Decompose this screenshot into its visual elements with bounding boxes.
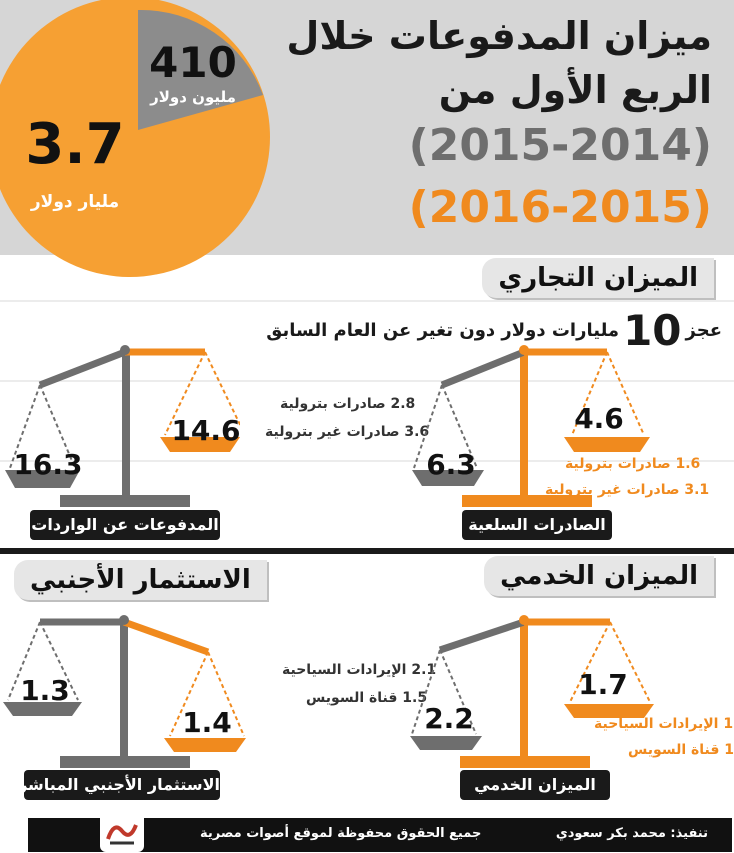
investment-heading: الاستثمار الأجنبي xyxy=(14,560,267,600)
footer-rights: جميع الحقوق محفوظة لموقع أصوات مصرية xyxy=(200,826,482,841)
note-value: 1.7 xyxy=(723,716,734,732)
note-value: 1.4 xyxy=(724,742,734,758)
note-value: 1.6 xyxy=(675,456,701,472)
note-text: الإيرادات السياحية xyxy=(594,716,719,732)
page-title-line1: ميزان المدفوعات خلال xyxy=(286,14,712,58)
exports-label: الصادرات السلعية xyxy=(462,510,612,540)
note-text: قناة السويس xyxy=(306,690,398,706)
exports-curr-note-2: 3.1 صادرات غير بترولية xyxy=(545,482,709,498)
note-text: صادرات بترولية xyxy=(565,456,671,472)
investment-scale-icon xyxy=(3,615,246,768)
background-stripe xyxy=(0,380,734,382)
imports-label: المدفوعات عن الواردات xyxy=(30,510,220,540)
imports-prev-value: 16.3 xyxy=(13,448,83,481)
services-curr-note-1: 1.7 الإيرادات السياحية xyxy=(594,716,734,732)
page-title-line2: الربع الأول من xyxy=(438,68,712,112)
investment-label: الاستثمار الأجنبي المباشر xyxy=(18,770,220,800)
note-text: الإيرادات السياحية xyxy=(282,662,407,678)
investment-curr-value: 1.4 xyxy=(182,706,232,739)
pie-chart xyxy=(0,0,270,277)
note-text: صادرات غير بترولية xyxy=(545,482,680,498)
trade-balance-heading: الميزان التجاري xyxy=(482,258,714,298)
imports-scale-icon xyxy=(5,345,240,507)
exports-prev-note-2: 3.6 صادرات غير بترولية xyxy=(265,424,429,440)
services-prev-note-2: 1.5 قناة السويس xyxy=(306,690,427,706)
pie-orange-unit: مليار دولار xyxy=(30,192,120,212)
deficit-text: مليارات دولار دون تغير عن العام السابق xyxy=(266,320,620,341)
background-stripe xyxy=(0,300,734,302)
pie-gray-slice xyxy=(138,9,263,130)
services-heading: الميزان الخدمي xyxy=(484,556,714,596)
pie-gray-value: 410 xyxy=(149,38,237,87)
note-text: قناة السويس xyxy=(628,742,720,758)
note-value: 3.1 xyxy=(684,482,710,498)
note-text: صادرات بترولية xyxy=(280,396,386,412)
exports-curr-value: 4.6 xyxy=(574,402,624,435)
footer-bar xyxy=(28,818,732,852)
services-prev-note-1: 2.1 الإيرادات السياحية xyxy=(282,662,436,678)
note-value: 1.5 xyxy=(402,690,428,706)
services-label: الميزان الخدمي xyxy=(460,770,610,800)
period-previous: (2015-2014) xyxy=(408,120,712,171)
logo-mark-icon xyxy=(106,824,138,845)
pie-gray-unit: مليون دولار xyxy=(150,88,236,106)
exports-scale-icon xyxy=(412,345,650,507)
footer-credit: تنفيذ: محمد بكر سعودي xyxy=(555,826,708,841)
services-scale-icon xyxy=(410,615,654,768)
note-text: صادرات غير بترولية xyxy=(265,424,400,440)
services-curr-note-2: 1.4 قناة السويس xyxy=(628,742,734,758)
deficit-prefix: عجز xyxy=(685,320,722,341)
site-logo xyxy=(100,812,144,852)
exports-curr-note-1: 1.6 صادرات بترولية xyxy=(565,456,700,472)
note-value: 3.6 xyxy=(404,424,430,440)
background-stripe xyxy=(0,460,734,462)
services-curr-value: 1.7 xyxy=(578,668,628,701)
deficit-line: عجز 10 مليارات دولار دون تغير عن العام ا… xyxy=(266,306,722,355)
note-value: 2.8 xyxy=(390,396,416,412)
investment-prev-value: 1.3 xyxy=(20,674,70,707)
deficit-number: 10 xyxy=(623,306,682,355)
pie-orange-value: 3.7 xyxy=(25,112,125,177)
exports-prev-note-1: 2.8 صادرات بترولية xyxy=(280,396,415,412)
section-divider xyxy=(0,548,734,554)
imports-curr-value: 14.6 xyxy=(171,414,241,447)
period-current: (2016-2015) xyxy=(408,182,712,233)
services-prev-value: 2.2 xyxy=(424,702,474,735)
exports-prev-value: 6.3 xyxy=(426,448,476,481)
note-value: 2.1 xyxy=(411,662,437,678)
